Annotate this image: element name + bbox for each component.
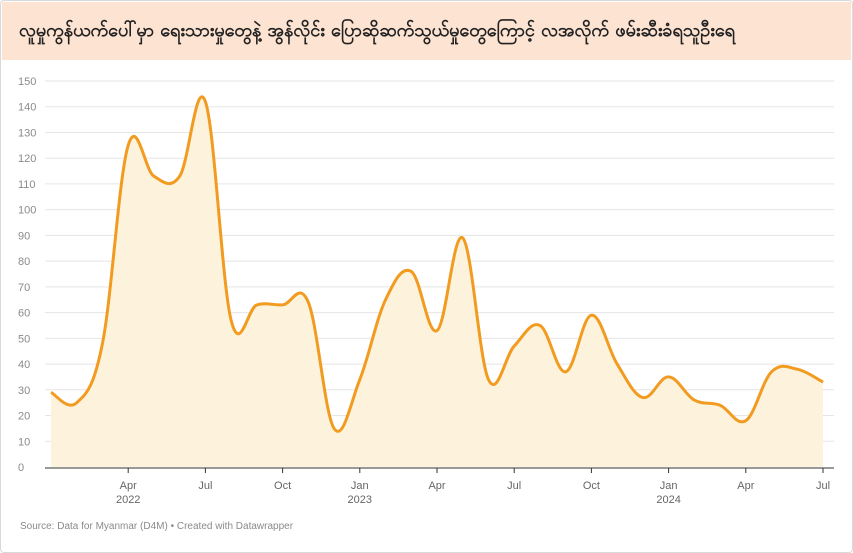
x-tick-label: Apr xyxy=(428,480,445,492)
x-tick-label: Apr xyxy=(737,480,754,492)
y-tick-label: 120 xyxy=(18,153,36,165)
y-tick-label: 60 xyxy=(18,308,30,320)
series-line xyxy=(50,95,824,433)
y-tick-label: 140 xyxy=(18,102,36,114)
y-tick-label: 70 xyxy=(18,282,30,294)
y-tick-label: 100 xyxy=(18,205,36,217)
y-tick-label: 10 xyxy=(18,436,30,448)
title-bar: လူမှုကွန်ယက်ပေါ်မှာ ရေးသားမှုတွေနဲ့ အွန်… xyxy=(2,2,851,60)
y-tick-label: 130 xyxy=(18,127,36,139)
x-tick-label: Jan xyxy=(660,480,678,492)
area-fill xyxy=(51,96,823,467)
x-axis-ticks: Apr 2022 Jul Oct Jan 2023 Apr Jul Oct Jan 2024 Apr J… xyxy=(116,468,830,506)
chart-title: လူမှုကွန်ယက်ပေါ်မှာ ရေးသားမှုတွေနဲ့ အွန်… xyxy=(19,20,735,41)
source-note: Source: Data for Myanmar (D4M) • Created… xyxy=(20,521,294,532)
y-tick-label: 50 xyxy=(18,333,30,345)
x-tick-year: 2023 xyxy=(348,494,372,506)
y-tick-label: 40 xyxy=(18,359,30,371)
x-tick-label: Oct xyxy=(274,480,291,492)
x-tick-label: Jul xyxy=(507,480,521,492)
y-tick-label: 0 xyxy=(18,462,24,474)
x-tick-label: Jul xyxy=(198,480,212,492)
x-tick-year: 2022 xyxy=(116,494,140,506)
y-tick-label: 30 xyxy=(18,385,30,397)
x-tick-label: Jul xyxy=(816,480,830,492)
y-tick-label: 20 xyxy=(18,411,30,423)
x-tick-label: Jan xyxy=(351,480,369,492)
x-tick-label: Oct xyxy=(583,480,600,492)
x-tick-label: Apr xyxy=(120,480,137,492)
x-tick-year: 2024 xyxy=(656,494,680,506)
y-axis-ticks: 0 10 20 30 40 50 60 70 80 90 100 110 120 130 140 150 xyxy=(18,76,36,474)
y-tick-label: 80 xyxy=(18,256,30,268)
y-tick-label: 150 xyxy=(18,76,36,88)
y-tick-label: 110 xyxy=(18,179,36,191)
y-tick-label: 90 xyxy=(18,230,30,242)
